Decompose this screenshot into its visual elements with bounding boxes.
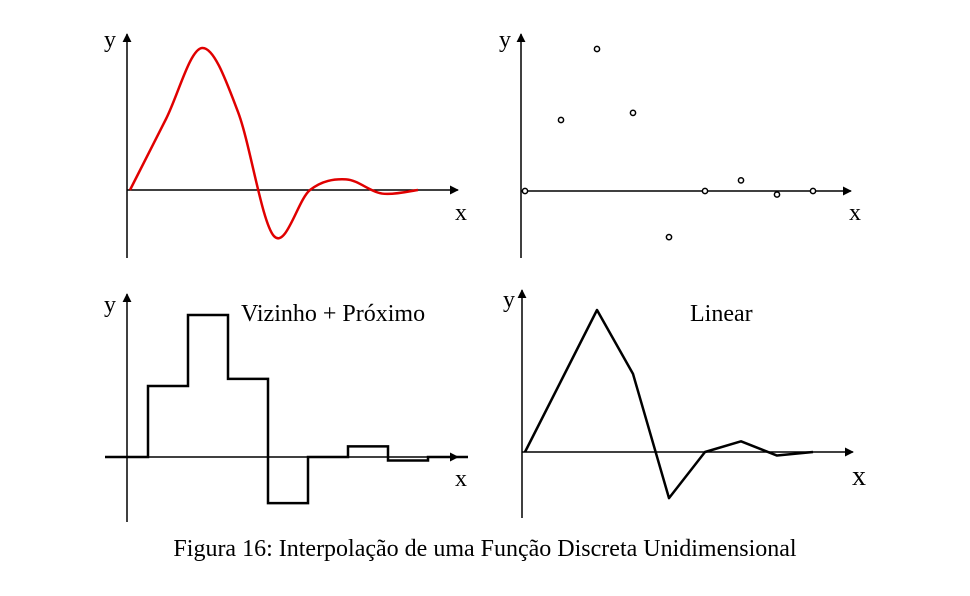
panel-continuous: y x bbox=[104, 27, 467, 258]
sample-point bbox=[557, 116, 565, 124]
y-axis-label: y bbox=[104, 27, 116, 53]
sample-point bbox=[737, 177, 745, 184]
sample-point bbox=[629, 109, 637, 117]
sample-points bbox=[521, 45, 817, 241]
sample-point bbox=[809, 187, 817, 195]
y-axis-label: y bbox=[503, 287, 515, 313]
panel-title: Vizinho + Próximo bbox=[241, 301, 425, 327]
x-axis-label: x bbox=[849, 200, 861, 226]
x-axis-label: x bbox=[852, 461, 866, 492]
y-axis-label: y bbox=[104, 292, 116, 318]
sample-point bbox=[593, 45, 601, 53]
figure-caption: Figura 16: Interpolação de uma Função Di… bbox=[173, 536, 797, 562]
sample-point bbox=[773, 191, 781, 198]
panel-samples: y x bbox=[499, 27, 861, 258]
panel-linear: y x Linear bbox=[503, 287, 866, 518]
linear-interpolation-curve bbox=[523, 308, 814, 500]
panel-nearest: y x Vizinho + Próximo bbox=[104, 292, 468, 522]
panel-title: Linear bbox=[690, 301, 753, 327]
sample-point bbox=[665, 233, 673, 241]
x-axis-label: x bbox=[455, 200, 467, 226]
continuous-curve bbox=[128, 46, 419, 240]
sample-point bbox=[701, 187, 709, 195]
x-axis-label: x bbox=[455, 466, 467, 492]
nearest-neighbour-curve bbox=[105, 313, 468, 505]
sample-point bbox=[521, 187, 529, 195]
y-axis-label: y bbox=[499, 27, 511, 53]
